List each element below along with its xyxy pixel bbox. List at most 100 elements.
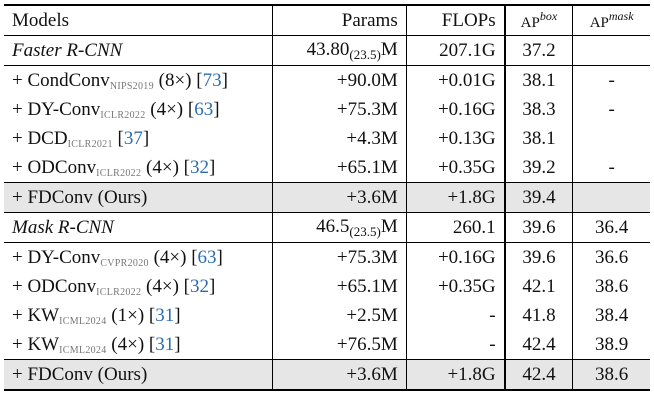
citation-link[interactable]: 63	[194, 98, 214, 120]
apbox-cell: 41.8	[503, 301, 573, 330]
citation-link[interactable]: 73	[202, 69, 222, 91]
method-name: + DY-Conv	[12, 246, 101, 268]
method-mult: (8×) [	[153, 69, 203, 91]
table-row: + DY-ConvCVPR2020 (4×) [63] +75.3M +0.16…	[4, 242, 650, 272]
header-models: Models	[4, 4, 273, 36]
faster-params-main: 43.80	[306, 38, 350, 60]
faster-baseline-row: Faster R-CNN 43.80(23.5)M 207.1G 37.2	[4, 35, 650, 66]
apbox-cell: 38.1	[503, 65, 573, 95]
method-mult: (4×) [	[148, 246, 198, 268]
mask-apmask: 36.4	[572, 212, 650, 243]
venue-label: ICLR2022	[96, 286, 142, 298]
params-cell: +90.0M	[272, 65, 407, 95]
method-name: + KW	[12, 304, 60, 326]
params-cell: +75.3M	[272, 95, 407, 124]
method-mult: (4×) [	[141, 156, 190, 178]
apbox-cell: 42.4	[503, 330, 573, 360]
apbox-prefix: AP	[520, 14, 540, 31]
method-mult: (4×) [	[145, 98, 195, 120]
method-name: + CondConv	[12, 69, 110, 91]
apbox-cell: 38.1	[503, 124, 573, 153]
mask-flops: 260.1	[405, 212, 505, 243]
faster-params-unit: M	[380, 38, 398, 60]
citation-link[interactable]: 32	[189, 156, 209, 178]
table-row: + DY-ConvICLR2022 (4×) [63] +75.3M +0.16…	[4, 95, 650, 124]
faster-apmask	[572, 35, 650, 66]
bracket: ]	[174, 304, 181, 326]
apbox-sup: box	[539, 8, 558, 23]
apmask-prefix: AP	[589, 14, 609, 31]
bracket: ]	[142, 127, 150, 149]
bracket: ]	[221, 69, 228, 91]
params-cell: +3.6M	[272, 359, 407, 391]
params-cell: +65.1M	[272, 272, 407, 301]
citation-link[interactable]: 37	[123, 127, 143, 149]
apmask-cell: 38.6	[572, 359, 650, 391]
apbox-cell: 39.4	[503, 182, 573, 213]
flops-cell: -	[405, 301, 505, 330]
citation-link[interactable]: 31	[155, 304, 175, 326]
params-cell: +2.5M	[272, 301, 407, 330]
flops-cell: +0.16G	[405, 242, 505, 272]
ours-label: + FDConv (Ours)	[4, 182, 273, 213]
faster-ours-row: + FDConv (Ours) +3.6M +1.8G 39.4	[4, 182, 650, 213]
results-table: Models Params FLOPs APbox APmask Faster …	[4, 4, 650, 391]
venue-label: CVPR2020	[100, 257, 149, 269]
method-name: + DCD	[12, 127, 68, 149]
params-cell: +4.3M	[272, 124, 407, 153]
table-row: + KWICML2024 (4×) [31] +76.5M - 42.4 38.…	[4, 330, 650, 360]
faster-title: Faster R-CNN	[4, 35, 273, 66]
table-row: + CondConvNIPS2019 (8×) [73] +90.0M +0.0…	[4, 65, 650, 95]
apmask-cell: -	[572, 95, 650, 124]
table-row: + ODConvICLR2022 (4×) [32] +65.1M +0.35G…	[4, 153, 650, 183]
mask-params: 46.5(23.5)M	[272, 212, 407, 243]
apmask-cell: 36.6	[572, 242, 650, 272]
method-name: + KW	[12, 333, 60, 355]
method-name: + ODConv	[12, 156, 97, 178]
venue-label: ICLR2022	[96, 167, 142, 179]
flops-cell: +0.16G	[405, 95, 505, 124]
apbox-cell: 39.2	[503, 153, 573, 183]
mask-params-sub: (23.5)	[349, 223, 381, 239]
bracket: ]	[216, 246, 223, 268]
faster-params: 43.80(23.5)M	[272, 35, 407, 66]
flops-cell: +0.13G	[405, 124, 505, 153]
flops-cell: +0.35G	[405, 153, 505, 183]
faster-apbox: 37.2	[503, 35, 573, 66]
venue-label: ICML2024	[59, 315, 107, 327]
apbox-cell: 38.3	[503, 95, 573, 124]
method-mult: [	[112, 127, 124, 149]
table-row: + DCDICLR2021 [37] +4.3M +0.13G 38.1	[4, 124, 650, 153]
citation-link[interactable]: 63	[197, 246, 217, 268]
apmask-cell	[572, 124, 650, 153]
apmask-cell: 38.9	[572, 330, 650, 360]
flops-cell: +0.01G	[405, 65, 505, 95]
venue-label: ICML2024	[59, 344, 107, 356]
mask-params-unit: M	[380, 215, 398, 237]
params-cell: +75.3M	[272, 242, 407, 272]
citation-link[interactable]: 32	[189, 275, 209, 297]
mask-apbox: 39.6	[503, 212, 573, 243]
flops-cell: +1.8G	[405, 182, 505, 213]
method-name: + DY-Conv	[12, 98, 101, 120]
apmask-cell: -	[572, 153, 650, 183]
apmask-cell: 38.4	[572, 301, 650, 330]
citation-link[interactable]: 31	[155, 333, 175, 355]
flops-cell: +1.8G	[405, 359, 505, 391]
header-apmask: APmask	[572, 4, 650, 36]
header-flops: FLOPs	[405, 4, 505, 36]
mask-params-main: 46.5	[316, 215, 350, 237]
apbox-cell: 42.1	[503, 272, 573, 301]
params-cell: +76.5M	[272, 330, 407, 360]
flops-cell: +0.35G	[405, 272, 505, 301]
venue-label: ICLR2022	[100, 109, 146, 121]
apmask-sup: mask	[608, 8, 634, 23]
flops-cell: -	[405, 330, 505, 360]
method-mult: (4×) [	[141, 275, 190, 297]
header-params: Params	[272, 4, 407, 36]
ours-label: + FDConv (Ours)	[4, 359, 273, 391]
params-cell: +65.1M	[272, 153, 407, 183]
faster-flops: 207.1G	[405, 35, 505, 66]
mask-ours-row: + FDConv (Ours) +3.6M +1.8G 42.4 38.6	[4, 359, 650, 391]
